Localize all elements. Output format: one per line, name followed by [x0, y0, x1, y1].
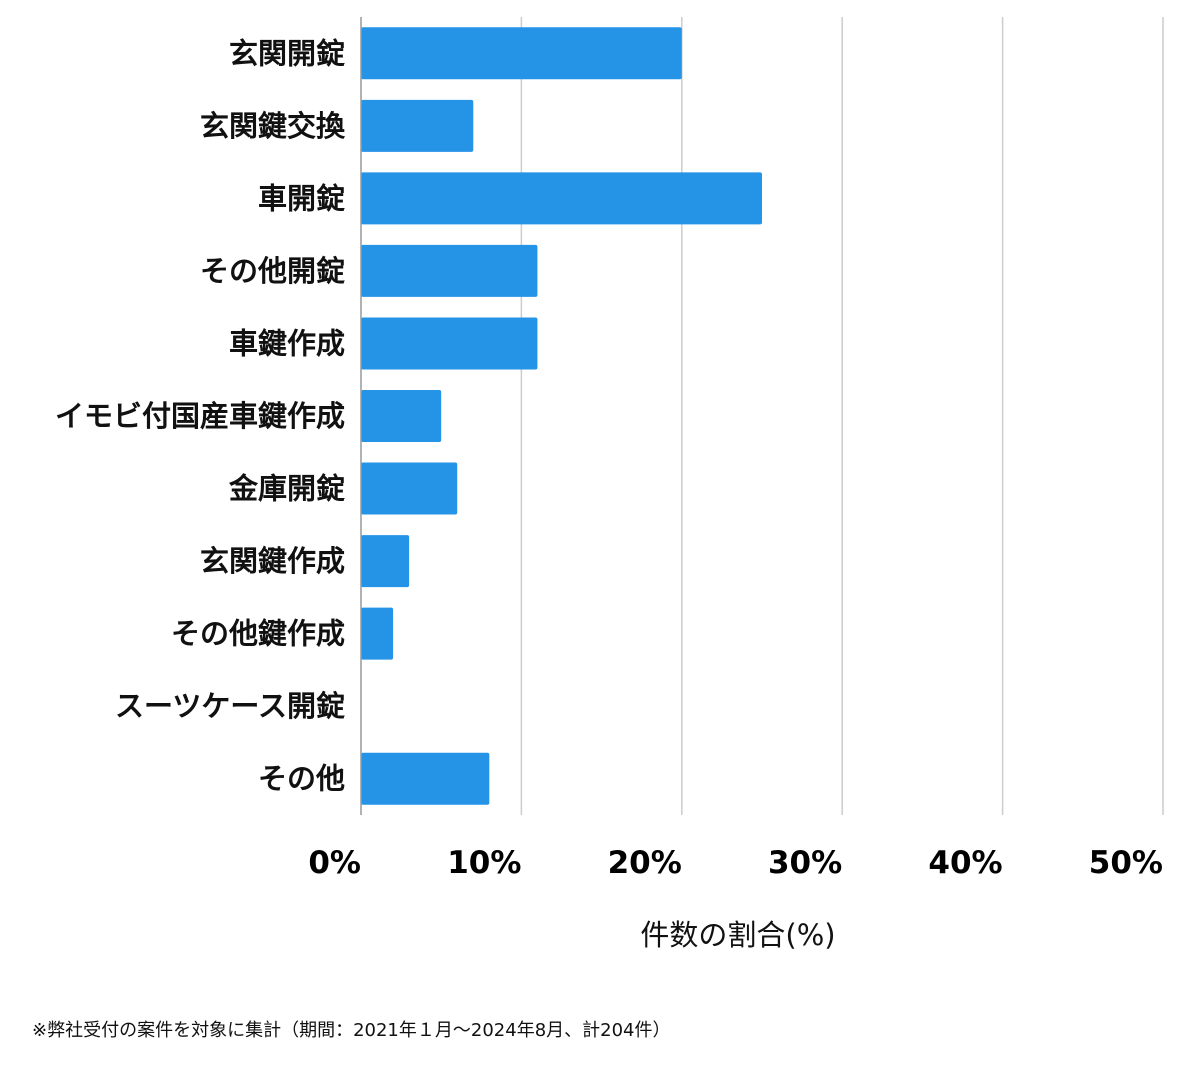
category-label: 玄関開錠: [229, 36, 345, 70]
bar: [361, 172, 762, 225]
bar-chart: 玄関開錠玄関鍵交換車開錠その他開錠車鍵作成イモビ付国産車鍵作成金庫開錠玄関鍵作成…: [55, 17, 1164, 952]
category-label: イモビ付国産車鍵作成: [55, 399, 345, 433]
category-label: 車開錠: [258, 181, 345, 215]
x-tick-label: 40%: [928, 845, 1002, 881]
category-label: 金庫開錠: [228, 472, 345, 506]
x-tick-label: 30%: [768, 845, 842, 881]
category-label: 車鍵作成: [229, 326, 345, 360]
category-label: 玄関鍵作成: [200, 544, 345, 578]
bar: [361, 752, 490, 805]
bar: [361, 607, 394, 660]
x-tick-label: 50%: [1089, 845, 1163, 881]
x-tick-label: 10%: [447, 845, 521, 881]
x-axis-title: 件数の割合(%): [640, 918, 835, 952]
bar: [361, 535, 410, 588]
bar: [361, 390, 442, 442]
bar: [361, 317, 538, 370]
bars: [361, 27, 762, 805]
gridlines: [520, 17, 1164, 815]
category-label: その他: [258, 762, 345, 796]
category-label: その他開錠: [200, 254, 345, 288]
x-tick-label: 0%: [308, 845, 361, 881]
x-tick-label: 20%: [608, 845, 682, 881]
category-label: その他鍵作成: [171, 617, 345, 651]
bar: [361, 27, 682, 80]
category-labels: 玄関開錠玄関鍵交換車開錠その他開錠車鍵作成イモビ付国産車鍵作成金庫開錠玄関鍵作成…: [55, 36, 346, 795]
category-label: 玄関鍵交換: [200, 109, 346, 143]
x-tick-labels: 0% 10% 20% 30% 40% 50%: [308, 845, 1163, 881]
footnote: ※弊社受付の案件を対象に集計（期間：2021年１月〜2024年8月、計204件）: [32, 1020, 671, 1041]
bar: [361, 244, 538, 297]
bar: [361, 99, 474, 152]
bar: [361, 462, 458, 515]
category-label: スーツケース開錠: [115, 689, 345, 723]
